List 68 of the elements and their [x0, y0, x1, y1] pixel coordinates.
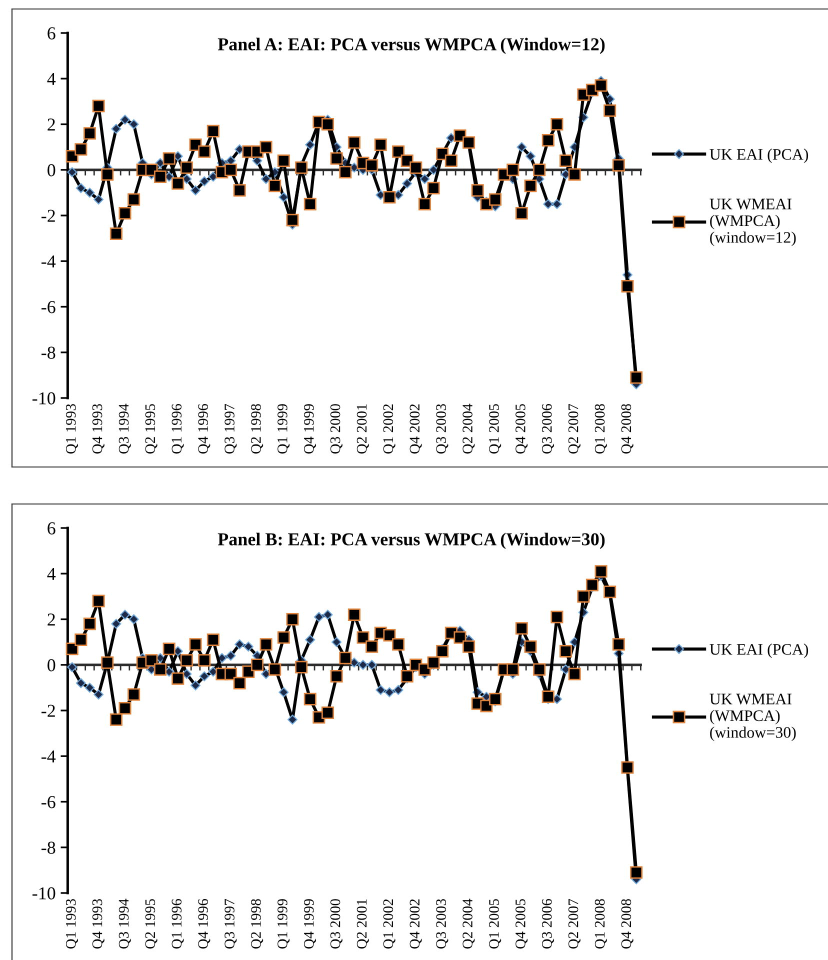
- y-tick-label: 4: [47, 568, 56, 580]
- x-tick-label: Q2 1998: [251, 899, 264, 949]
- legend-label: UK WMEAI (WMPCA) (window=12): [710, 198, 796, 246]
- x-tick-label: Q2 2004: [462, 404, 475, 454]
- y-tick-label: -6: [42, 796, 56, 808]
- x-tick-label: Q1 1999: [278, 404, 290, 454]
- x-tick-label: Q3 2000: [330, 899, 342, 949]
- y-tick-label: -2: [42, 704, 55, 717]
- x-tick-label: Q1 1999: [278, 899, 290, 949]
- x-tick-label: Q3 1994: [118, 404, 131, 454]
- x-tick-label: Q2 2004: [462, 898, 475, 949]
- x-tick-label: Q3 1997: [224, 404, 237, 454]
- x-tick-label: Q2 1995: [145, 899, 158, 949]
- x-tick-label: Q1 1993: [66, 404, 78, 454]
- x-tick-label: Q3 2006: [542, 404, 554, 454]
- legend-label: UK WMEAI (WMPCA) (window=30): [710, 694, 796, 742]
- x-tick-label: Q1 2002: [383, 899, 396, 949]
- x-tick-label: Q2 2007: [568, 898, 580, 949]
- x-tick-label: Q4 2008: [621, 404, 634, 454]
- x-tick-label: Q3 2003: [436, 404, 448, 454]
- x-tick-label: Q3 2000: [330, 404, 342, 454]
- x-tick-label: Q3 2006: [542, 898, 554, 949]
- x-tick-label: Q4 1999: [304, 899, 316, 949]
- y-tick-label: 6: [48, 522, 56, 534]
- x-tick-label: Q1 2008: [594, 899, 607, 949]
- x-tick-label: Q2 2007: [568, 404, 580, 454]
- y-tick-label: -4: [42, 256, 56, 268]
- x-tick-label: Q1 2002: [383, 404, 396, 454]
- y-tick-label: 6: [48, 27, 56, 40]
- x-tick-label: Q4 1996: [198, 404, 210, 454]
- x-tick-label: Q1 2005: [489, 899, 502, 949]
- y-tick-label: -10: [32, 887, 56, 900]
- x-tick-label: Q1 2005: [489, 404, 502, 454]
- x-tick-label: Q1 1996: [172, 404, 184, 454]
- y-tick-label: -8: [42, 346, 56, 359]
- y-tick-label: -2: [42, 210, 55, 222]
- x-tick-label: Q3 1994: [118, 898, 131, 949]
- x-tick-label: Q2 1995: [145, 404, 158, 454]
- chart-title: Panel B: EAI: PCA versus WMPCA (Window=30): [218, 532, 605, 550]
- x-tick-label: Q3 2003: [436, 899, 448, 949]
- legend-label: UK EAI (PCA): [710, 148, 808, 164]
- y-tick-label: -4: [42, 750, 56, 762]
- x-tick-label: Q4 2008: [621, 899, 634, 949]
- x-tick-label: Q4 1993: [92, 899, 104, 949]
- y-tick-label: 4: [47, 73, 56, 85]
- y-tick-label: 0: [48, 164, 56, 176]
- x-tick-label: Q4 1993: [92, 404, 104, 454]
- x-tick-label: Q2 2001: [356, 899, 369, 949]
- x-tick-label: Q4 2005: [516, 404, 528, 454]
- x-tick-label: Q4 2002: [410, 404, 422, 454]
- y-tick-label: -8: [42, 842, 56, 854]
- chart-title: Panel A: EAI: PCA versus WMPCA (Window=12): [218, 38, 605, 54]
- x-tick-label: Q4 2005: [516, 899, 528, 949]
- x-tick-label: Q1 2008: [594, 404, 607, 454]
- legend-label: UK EAI (PCA): [710, 644, 808, 658]
- x-tick-label: Q3 1997: [224, 898, 237, 949]
- x-tick-label: Q4 1996: [198, 898, 210, 949]
- y-tick-label: -10: [32, 392, 56, 404]
- x-tick-label: Q1 1993: [66, 899, 78, 949]
- y-tick-label: 2: [48, 614, 55, 626]
- x-tick-label: Q4 1999: [304, 404, 316, 454]
- y-tick-label: -6: [42, 301, 56, 314]
- x-tick-label: Q2 1998: [251, 404, 264, 454]
- x-tick-label: Q2 2001: [356, 404, 369, 454]
- x-tick-label: Q4 2002: [410, 899, 422, 949]
- y-tick-label: 2: [48, 118, 55, 131]
- x-tick-label: Q1 1996: [172, 898, 184, 949]
- y-tick-label: 0: [48, 659, 56, 672]
